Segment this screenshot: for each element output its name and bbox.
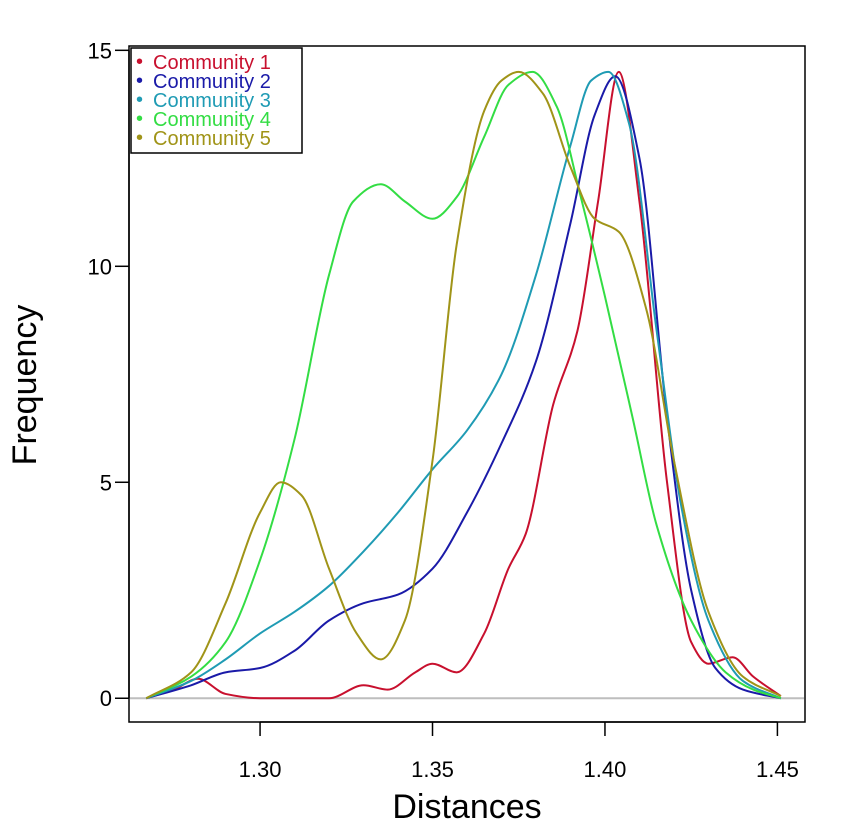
plot-area <box>130 70 804 700</box>
y-axis-title: Frequency <box>6 305 44 466</box>
plot-frame <box>128 45 806 723</box>
x-axis-title: Distances <box>392 788 541 826</box>
series-line-5 <box>145 70 782 700</box>
legend-marker: • <box>136 127 143 149</box>
legend-label: Community 5 <box>153 128 271 150</box>
legend-marker: • <box>136 70 143 92</box>
x-tick-label: 1.30 <box>239 757 282 782</box>
series-line-3 <box>145 70 782 700</box>
y-tick-label: 15 <box>88 38 112 63</box>
series-line-2 <box>145 75 782 700</box>
x-axis: 1.30 1.35 1.40 1.45 <box>239 721 799 782</box>
series-lines <box>145 70 782 700</box>
series-line-1 <box>145 70 782 700</box>
y-tick-label: 5 <box>100 470 112 495</box>
legend-label: Community 2 <box>153 71 271 93</box>
legend-label: Community 3 <box>153 90 271 112</box>
legend: • Community 1 • Community 2 • Community 3 • Com… <box>130 47 303 154</box>
y-tick-label: 0 <box>100 686 112 711</box>
legend-marker: • <box>136 108 143 130</box>
legend-item: • Community 1 <box>136 51 271 74</box>
legend-item: • Community 3 <box>136 89 271 112</box>
legend-item: • Community 2 <box>136 70 271 93</box>
series-line-4 <box>145 70 782 700</box>
x-tick-label: 1.45 <box>756 757 799 782</box>
y-axis: 0 5 10 15 <box>88 38 130 711</box>
legend-item: • Community 5 <box>136 127 271 150</box>
legend-label: Community 1 <box>153 52 271 74</box>
legend-marker: • <box>136 51 143 73</box>
legend-box <box>130 47 303 154</box>
x-tick-label: 1.40 <box>584 757 627 782</box>
legend-label: Community 4 <box>153 109 271 131</box>
legend-item: • Community 4 <box>136 108 271 131</box>
x-tick-label: 1.35 <box>411 757 454 782</box>
y-tick-label: 10 <box>88 254 112 279</box>
legend-marker: • <box>136 89 143 111</box>
